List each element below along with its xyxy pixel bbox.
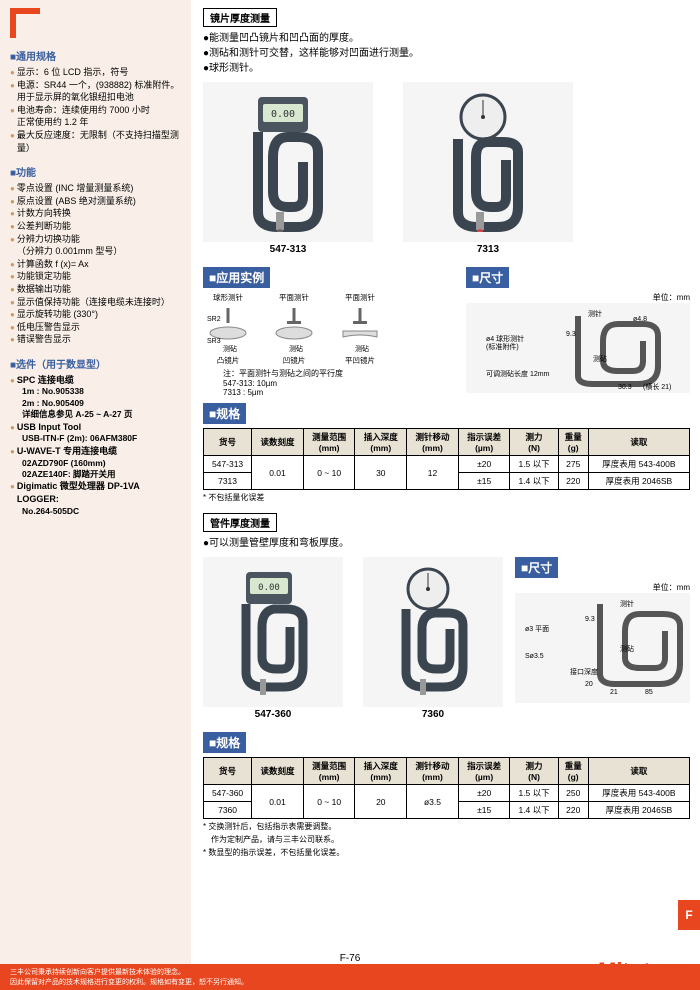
function-title: ■功能 xyxy=(10,164,181,179)
page-footer: F-76 三丰公司秉承持续创新向客户提供最新技术体验的理念。 因此保留对产品的技… xyxy=(0,947,700,990)
lens-spec-table: 货号读数刻度测量范围 (mm)插入深度 (mm)测针移动 (mm)指示误差 (µ… xyxy=(203,428,690,490)
product-image-547-313: 0.00 xyxy=(203,82,373,242)
svg-text:0.00: 0.00 xyxy=(258,583,280,593)
application-title: ■应用实例 xyxy=(203,267,270,288)
tube-dim-title: ■尺寸 xyxy=(515,557,558,578)
svg-text:测针: 测针 xyxy=(620,599,634,608)
svg-text:30.3: 30.3 xyxy=(618,384,632,391)
lens-note: * 不包括量化误差 xyxy=(203,492,690,503)
svg-text:测砧: 测砧 xyxy=(355,344,369,353)
svg-text:测砧: 测砧 xyxy=(223,344,237,353)
product-image-547-360: 0.00 xyxy=(203,557,343,707)
dimension-drawing-tube: 测针 9.3 ø3 平面 测砧 Sø3.5 接口深度 20 21 85 xyxy=(515,593,690,703)
options-title: ■选件（用于数显型） xyxy=(10,356,181,371)
spec-title: ■规格 xyxy=(203,403,246,424)
main-content: 镜片厚度测量 ●能测量凹凸镜片和凹凸面的厚度。 ●测砧和测针可交替，这样能够对凹… xyxy=(191,0,700,990)
svg-text:9.3: 9.3 xyxy=(585,616,595,623)
mitutoyo-logo: Mitutoyo xyxy=(596,958,688,984)
svg-text:0.00: 0.00 xyxy=(271,109,295,120)
svg-text:接口深度: 接口深度 xyxy=(570,667,598,676)
svg-text:85: 85 xyxy=(645,689,653,696)
svg-text:测砧: 测砧 xyxy=(593,354,607,363)
svg-text:SR2: SR2 xyxy=(207,316,221,323)
dimensions-title: ■尺寸 xyxy=(466,267,509,288)
product-image-7360 xyxy=(363,557,503,707)
svg-text:SR3: SR3 xyxy=(207,338,221,345)
svg-text:(标准附件): (标准附件) xyxy=(486,342,519,351)
svg-text:ø4.8: ø4.8 xyxy=(633,316,647,323)
svg-text:21: 21 xyxy=(610,689,618,696)
svg-text:测针: 测针 xyxy=(588,309,602,318)
general-list: ●显示：6 位 LCD 指示，符号 ●电源：SR44 一个，(938882) 标… xyxy=(10,66,181,154)
lens-desc: ●能测量凹凸镜片和凹凸面的厚度。 ●测砧和测针可交替，这样能够对凹面进行测量。 … xyxy=(203,31,690,76)
dim-unit: 单位：mm xyxy=(515,582,690,593)
application-diagrams: 球形测针 SR2SR3测砧 凸镜片 平面测针 测砧 凹镜片 平面测针 测砧 平凹… xyxy=(203,292,456,366)
svg-text:测砧: 测砧 xyxy=(620,644,634,653)
product-label: 7360 xyxy=(363,709,503,720)
lens-product-images: 0.00 547-313 xyxy=(203,82,690,255)
corner-ornament xyxy=(10,8,40,38)
left-sidebar: ■通用规格 ●显示：6 位 LCD 指示，符号 ●电源：SR44 一个，(938… xyxy=(0,0,191,990)
dimension-drawing-lens: 测针 ø4.8 9.3 ø4 球形测针 (标准附件) 测砧 30.3 (横长 2… xyxy=(466,303,690,393)
product-label: 547-360 xyxy=(203,709,343,720)
svg-text:ø3 平面: ø3 平面 xyxy=(525,625,549,633)
tube-spec-title: ■规格 xyxy=(203,732,246,753)
general-spec-title: ■通用规格 xyxy=(10,48,181,63)
page-number: F-76 xyxy=(0,953,700,964)
product-label: 547-313 xyxy=(203,244,373,255)
svg-text:20: 20 xyxy=(585,681,593,688)
product-image-7313 xyxy=(403,82,573,242)
lens-box-title: 镜片厚度测量 xyxy=(203,8,277,27)
svg-text:测砧: 测砧 xyxy=(289,344,303,353)
tube-spec-table: 货号读数刻度测量范围 (mm)插入深度 (mm)测针移动 (mm)指示误差 (µ… xyxy=(203,757,690,819)
svg-text:(横长 21): (横长 21) xyxy=(643,382,671,391)
svg-text:9.3: 9.3 xyxy=(566,331,576,338)
application-note: 注：平面测针与测砧之间的平行度 547-313: 10µm 7313 : 5µm xyxy=(223,368,456,397)
tube-notes: * 交换测针后，包括指示表需要调整。 作为定制产品，请与三丰公司联系。 * 数显… xyxy=(203,821,690,858)
product-label: 7313 xyxy=(403,244,573,255)
section-tab: F xyxy=(678,900,700,930)
options-list: ●SPC 连接电缆1m : No.9053382m : No.905409详细信… xyxy=(10,374,181,517)
svg-text:Sø3.5: Sø3.5 xyxy=(525,653,544,660)
tube-desc: ●可以测量管壁厚度和弯板厚度。 xyxy=(203,536,690,551)
svg-text:ø4 球形测针: ø4 球形测针 xyxy=(486,334,524,343)
function-list: ●零点设置 (INC 增量测量系统)●原点设置 (ABS 绝对测量系统)●计数方… xyxy=(10,182,181,346)
tube-box-title: 管件厚度测量 xyxy=(203,513,277,532)
svg-text:可调测砧长度 12mm: 可调测砧长度 12mm xyxy=(486,369,550,378)
dim-unit: 单位：mm xyxy=(466,292,690,303)
